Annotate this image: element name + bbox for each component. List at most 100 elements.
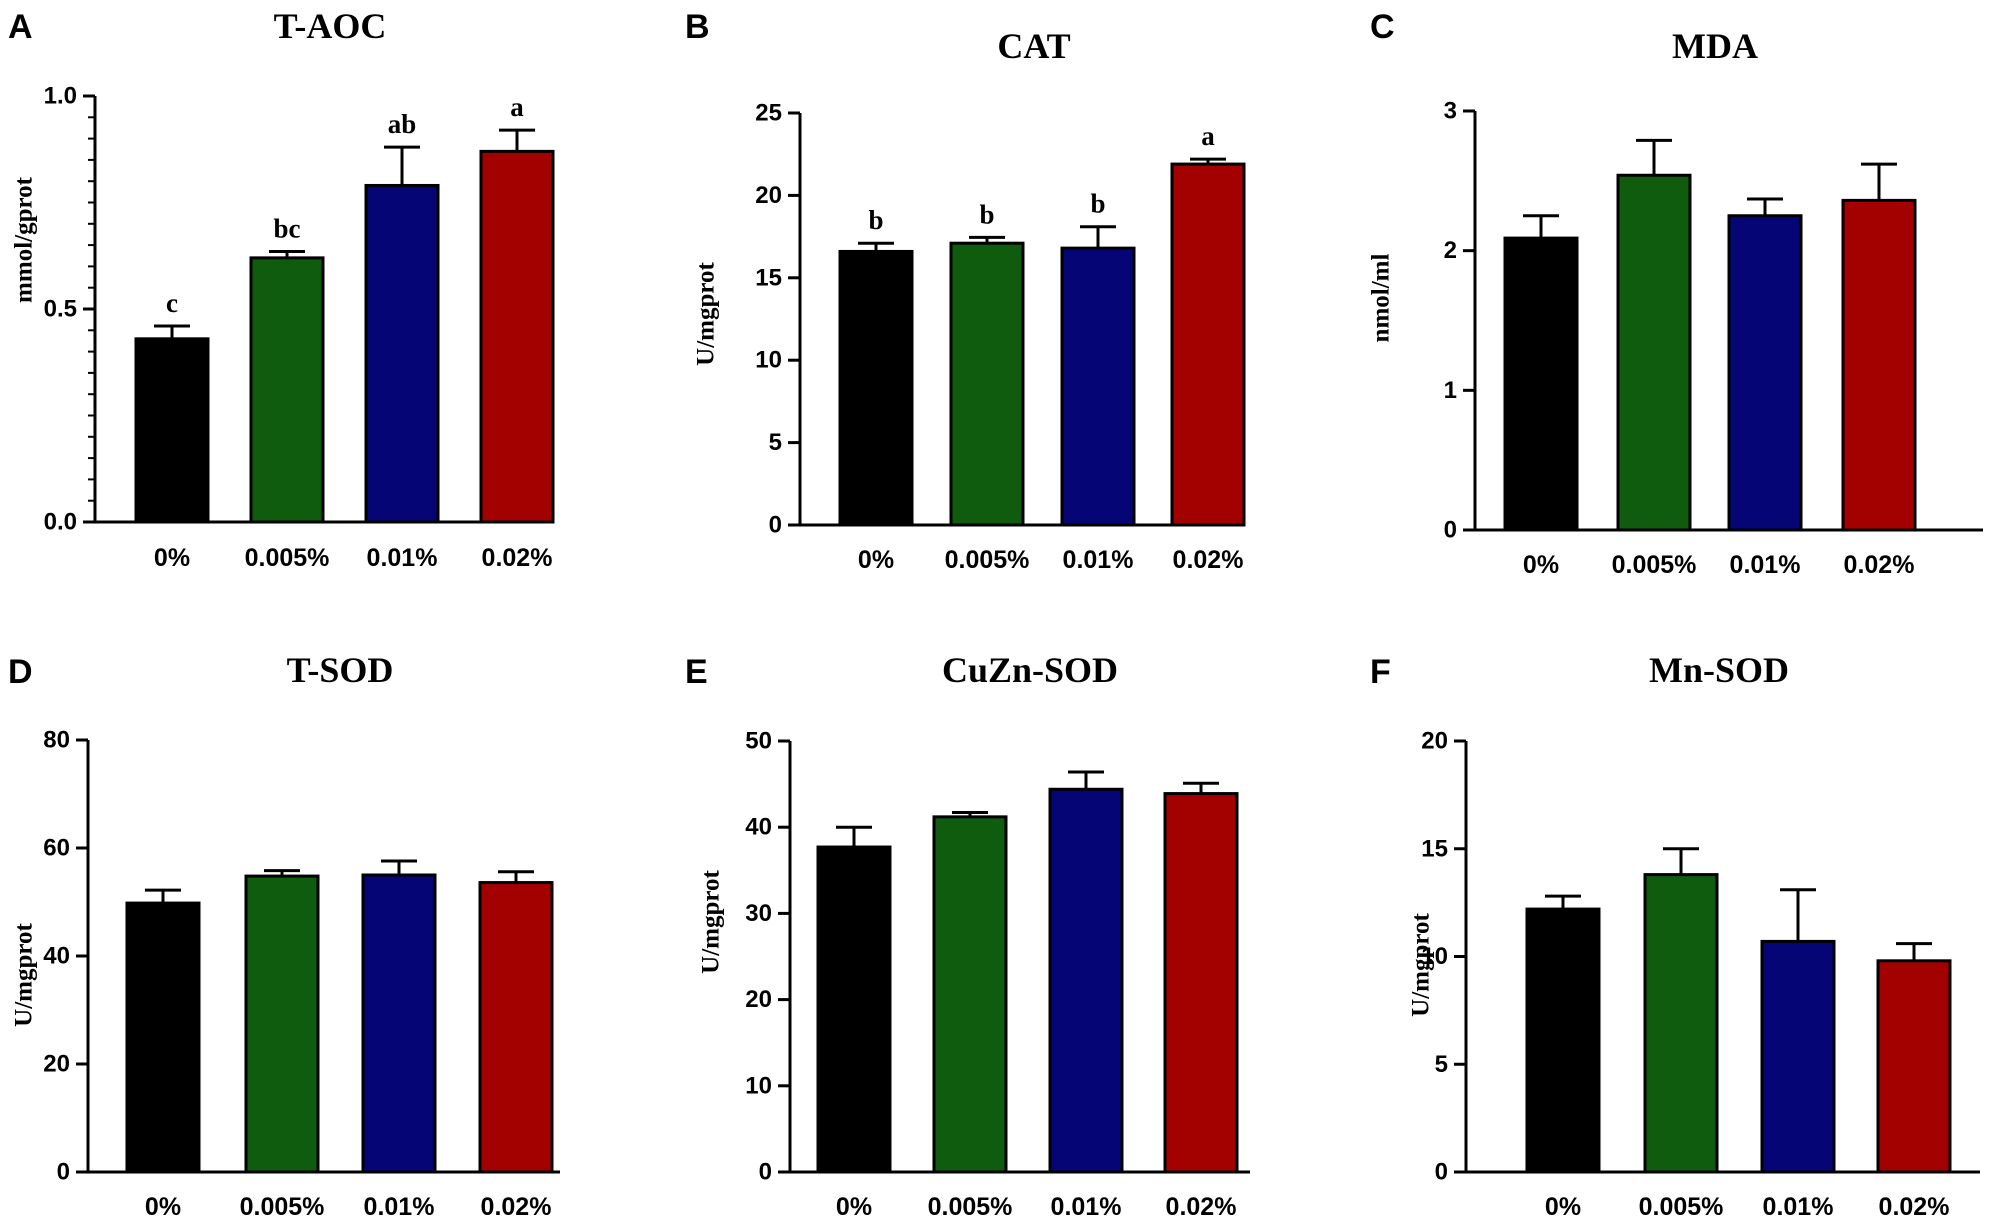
y-tick-label: 0.0	[44, 509, 77, 536]
y-tick-label: 25	[755, 100, 782, 127]
bar	[1060, 246, 1136, 527]
bar	[1727, 214, 1803, 532]
bar	[1525, 907, 1601, 1174]
bar	[932, 815, 1008, 1174]
x-category-label: 0%	[145, 1193, 181, 1218]
chart-panel-c: C MDA nmol/ml 0 1 2 3 0% 0.005% 0.01% 0.02%	[1368, 8, 1983, 579]
bar	[1048, 787, 1124, 1174]
y-tick-label: 50	[745, 728, 772, 755]
chart-panel-a: A T-AOC mmol/gprot 0.0 0.5 1.0 c 0% bc 0.005% ab 0.…	[8, 6, 555, 572]
bar	[1841, 198, 1917, 532]
bar	[816, 845, 892, 1174]
bar	[1876, 959, 1952, 1174]
y-axis-label: U/mgprot	[11, 922, 38, 1026]
bar	[134, 337, 210, 524]
y-tick-label: 40	[745, 814, 772, 841]
bar	[125, 901, 201, 1174]
y-tick-label: 20	[1421, 728, 1448, 755]
bar	[838, 249, 914, 527]
x-category-label: 0.01%	[1063, 546, 1134, 574]
y-tick-label: 2	[1444, 237, 1457, 264]
x-category-label: 0%	[836, 1193, 872, 1218]
panel-letter: B	[685, 8, 710, 46]
y-tick-label: 60	[43, 835, 70, 862]
y-tick-label: 10	[745, 1072, 772, 1099]
y-axis-label: U/mgprot	[698, 869, 725, 973]
panel-letter: D	[8, 653, 33, 691]
bar	[1643, 873, 1719, 1174]
chart-panel-b: B CAT U/mgprot 0 5 10 15 20 25 b 0% b 0.005% b 0.01% a 0…	[685, 8, 1246, 574]
significance-label: b	[1090, 189, 1105, 219]
y-tick-label: 0	[1435, 1159, 1448, 1186]
significance-label: bc	[274, 213, 301, 243]
y-tick-label: 15	[1421, 835, 1448, 862]
significance-label: a	[510, 92, 524, 122]
x-category-label: 0.005%	[1612, 551, 1697, 579]
y-tick-label: 10	[755, 347, 782, 374]
x-category-label: 0.005%	[1639, 1193, 1724, 1218]
chart-title: CAT	[997, 26, 1070, 66]
y-tick-label: 1.0	[44, 83, 77, 110]
x-category-label: 0.01%	[1051, 1193, 1122, 1218]
bar	[949, 241, 1025, 527]
significance-label: c	[166, 288, 178, 318]
y-tick-label: 5	[1435, 1051, 1448, 1078]
y-tick-label: 3	[1444, 98, 1457, 125]
x-category-label: 0.02%	[482, 544, 553, 572]
x-category-label: 0.005%	[945, 546, 1030, 574]
y-tick-label: 15	[755, 264, 782, 291]
x-category-label: 0%	[1523, 551, 1559, 579]
x-category-label: 0.02%	[1166, 1193, 1237, 1218]
chart-title: CuZn-SOD	[942, 650, 1118, 690]
x-category-label: 0.01%	[1730, 551, 1801, 579]
chart-panel-e: E CuZn-SOD U/mgprot 0 10 20 30 40 50 0% 0.005% 0.01…	[685, 650, 1250, 1218]
bar	[1163, 792, 1239, 1174]
bar	[479, 149, 555, 524]
chart-panel-d: D T-SOD U/mgprot 0 20 40 60 80 0% 0.005% 0.01% 0.02…	[8, 650, 560, 1218]
x-category-label: 0.005%	[928, 1193, 1013, 1218]
y-tick-label: 20	[43, 1051, 70, 1078]
x-category-label: 0.01%	[1763, 1193, 1834, 1218]
panel-letter: E	[685, 653, 708, 691]
y-tick-label: 0	[759, 1159, 772, 1186]
y-axis-label: nmol/ml	[1368, 254, 1395, 343]
x-category-label: 0.005%	[245, 544, 330, 572]
significance-label: b	[979, 199, 994, 229]
y-tick-label: 40	[43, 943, 70, 970]
significance-label: ab	[388, 109, 417, 139]
panel-letter: F	[1370, 653, 1391, 691]
y-axis-label: U/mgprot	[1408, 912, 1435, 1016]
chart-title: T-AOC	[274, 6, 387, 46]
y-tick-label: 0	[769, 512, 782, 539]
y-tick-label: 30	[745, 900, 772, 927]
y-tick-label: 20	[745, 986, 772, 1013]
x-category-label: 0.02%	[481, 1193, 552, 1218]
bar	[1503, 236, 1579, 532]
bar	[364, 183, 440, 524]
y-axis-label: mmol/gprot	[11, 176, 38, 303]
x-category-label: 0%	[1545, 1193, 1581, 1218]
y-tick-label: 10	[1421, 943, 1448, 970]
bar	[244, 874, 320, 1174]
chart-title: MDA	[1672, 26, 1758, 66]
y-tick-label: 0	[57, 1159, 70, 1186]
bar	[249, 256, 325, 524]
y-tick-label: 1	[1444, 377, 1457, 404]
y-tick-label: 20	[755, 182, 782, 209]
bar	[361, 873, 437, 1174]
x-category-label: 0.02%	[1879, 1193, 1950, 1218]
y-axis-label: U/mgprot	[693, 261, 720, 365]
x-category-label: 0%	[154, 544, 190, 572]
bar	[1170, 162, 1246, 527]
significance-label: a	[1201, 121, 1215, 151]
panel-letter: C	[1370, 8, 1395, 46]
y-tick-label: 0.5	[44, 296, 77, 323]
chart-panel-f: F Mn-SOD U/mgprot 0 5 10 15 20 0% 0.005% 0.01% 0.02…	[1370, 650, 1980, 1218]
y-tick-label: 0	[1444, 517, 1457, 544]
x-category-label: 0.01%	[364, 1193, 435, 1218]
chart-title: T-SOD	[287, 650, 394, 690]
x-category-label: 0.02%	[1173, 546, 1244, 574]
x-category-label: 0.02%	[1844, 551, 1915, 579]
significance-label: b	[868, 205, 883, 235]
